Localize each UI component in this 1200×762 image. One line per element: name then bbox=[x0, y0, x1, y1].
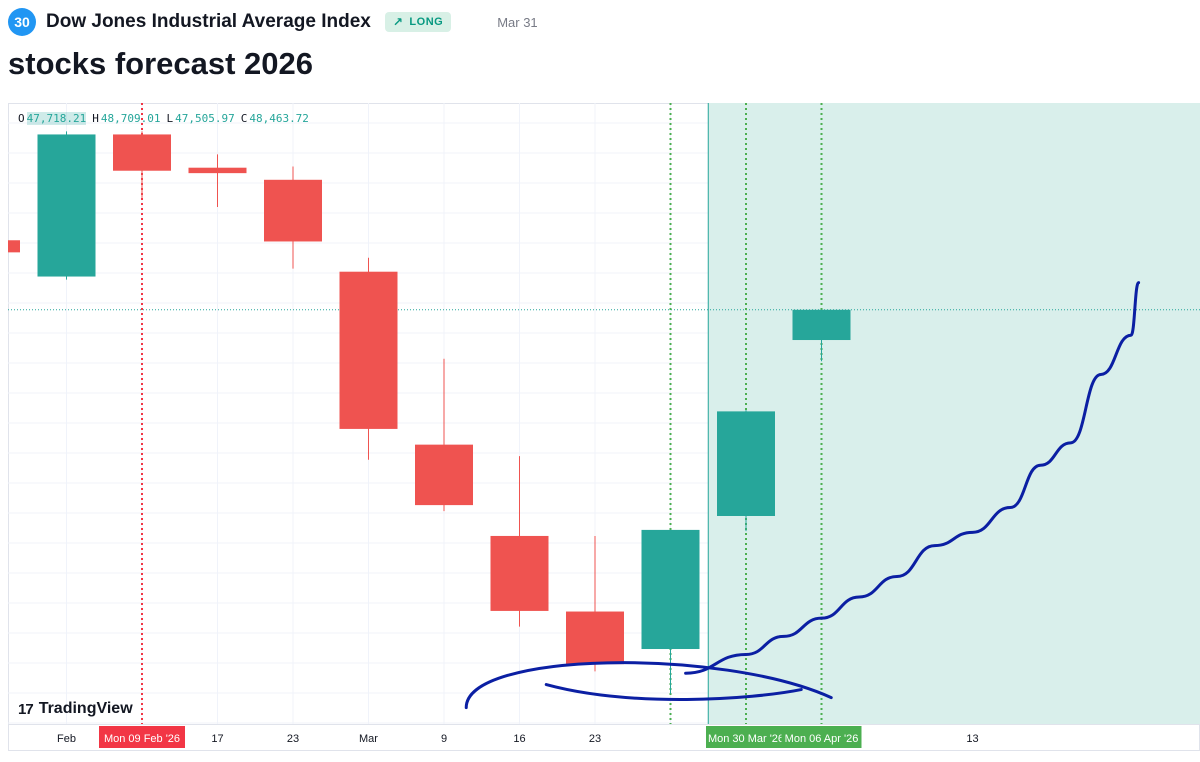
date-marker-badge bbox=[706, 726, 786, 748]
ohlc-low-label: L bbox=[166, 112, 174, 125]
x-tick-label: 13 bbox=[966, 733, 978, 745]
candle-body bbox=[8, 240, 20, 253]
date-marker-badge bbox=[781, 726, 862, 748]
chart-area[interactable]: Feb 17 23 Mar 9 16 23 13 Mon 09 Feb '26 Mon 30 Ma… bbox=[8, 103, 1200, 751]
tradingview-logo[interactable]: 17 TradingView bbox=[18, 700, 133, 718]
x-tick-label: 23 bbox=[589, 733, 601, 745]
symbol-badge[interactable]: 30 bbox=[8, 8, 36, 36]
ohlc-close-value: 48,463.72 bbox=[249, 112, 309, 125]
forecast-zone bbox=[708, 103, 1200, 724]
idea-title: stocks forecast 2026 bbox=[8, 46, 314, 81]
x-tick-label: 16 bbox=[513, 733, 525, 745]
x-tick-label: 23 bbox=[287, 733, 299, 745]
tradingview-logo-icon: 17 bbox=[18, 700, 34, 718]
ohlc-legend: O 47,718.21 H 48,709.01 L 47,505.97 C 48… bbox=[18, 112, 313, 125]
tradingview-logo-text: TradingView bbox=[38, 700, 133, 717]
long-badge: ↗ LONG bbox=[384, 12, 452, 32]
ohlc-high-label: H bbox=[92, 112, 99, 125]
date-marker-label: Mon 06 Apr '26 bbox=[785, 733, 859, 745]
ohlc-close-label: C bbox=[240, 112, 248, 125]
candle-body bbox=[188, 167, 247, 174]
arrow-up-right-icon: ↗ bbox=[392, 15, 404, 29]
x-tick-label: Mar bbox=[359, 733, 378, 745]
date-marker-label: Mon 09 Feb '26 bbox=[104, 733, 180, 745]
candle-body bbox=[717, 411, 775, 516]
candle-body bbox=[37, 134, 96, 277]
idea-header: 30 Dow Jones Industrial Average Index ↗ … bbox=[8, 8, 538, 36]
x-tick-label: 9 bbox=[441, 733, 447, 745]
x-tick-label: 17 bbox=[211, 733, 223, 745]
candle-body bbox=[415, 444, 473, 506]
candle-body bbox=[339, 271, 398, 429]
ohlc-open-value: 47,718.21 bbox=[26, 112, 87, 125]
candle-body bbox=[792, 309, 851, 341]
candle-body bbox=[490, 535, 549, 611]
long-badge-label: LONG bbox=[409, 16, 444, 28]
publish-date: Mar 31 bbox=[497, 14, 538, 30]
date-marker-label: Mon 30 Mar '26 bbox=[708, 733, 784, 745]
date-marker-badge bbox=[99, 726, 185, 748]
ohlc-open-label: O bbox=[18, 112, 25, 125]
drawn-ellipse bbox=[464, 661, 833, 710]
candle-body bbox=[566, 611, 624, 665]
candle-body bbox=[641, 529, 700, 650]
candle-body bbox=[113, 134, 171, 171]
candlestick-chart[interactable]: Feb 17 23 Mar 9 16 23 13 Mon 09 Feb '26 Mon 30 Ma… bbox=[8, 103, 1200, 751]
ohlc-low-value: 47,505.97 bbox=[175, 112, 235, 125]
ohlc-high-value: 48,709.01 bbox=[100, 112, 161, 125]
x-tick-label: Feb bbox=[57, 733, 76, 745]
drawn-forecast-path bbox=[684, 281, 1141, 675]
symbol-name[interactable]: Dow Jones Industrial Average Index bbox=[46, 11, 371, 32]
candle-body bbox=[264, 179, 322, 242]
